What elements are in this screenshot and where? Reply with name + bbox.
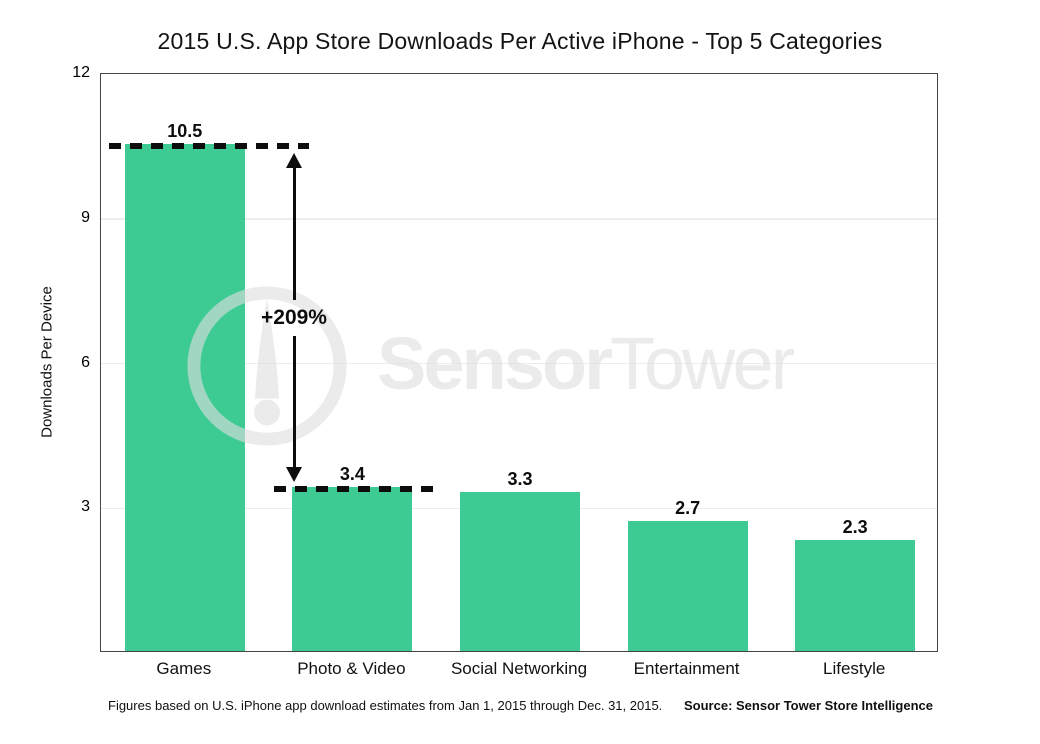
y-tick-12: 12: [72, 64, 90, 81]
arrow-down-head-icon: [286, 466, 302, 482]
x-axis-labels: Games Photo & Video Social Networking Enter…: [100, 659, 938, 683]
y-tick-6: 6: [81, 353, 90, 371]
value-label-10.5: 10.5: [167, 121, 203, 142]
x-tick-photo-video: Photo & Video: [297, 659, 406, 678]
gridline-9: [101, 218, 937, 220]
arrow-up-head-icon: [286, 153, 302, 169]
arrow-shaft-bottom: [292, 335, 296, 467]
value-label-2.7: 2.7: [675, 497, 701, 518]
footnote: Figures based on U.S. iPhone app downloa…: [108, 698, 663, 713]
value-label-2.3: 2.3: [842, 517, 868, 538]
bar-games: [124, 144, 245, 651]
value-label-3.3: 3.3: [507, 468, 533, 489]
x-tick-games: Games: [156, 659, 212, 678]
chart-title: 2015 U.S. App Store Downloads Per Active…: [157, 28, 883, 54]
dashed-line-photo-video-level: [274, 485, 434, 492]
bar-entertainment: [627, 520, 748, 651]
x-tick-lifestyle: Lifestyle: [823, 659, 886, 678]
value-label-3.4: 3.4: [339, 463, 365, 484]
plot-area: SensorTower +209% 10.5 3.4 3.3 2.7 2.3: [100, 73, 938, 652]
x-tick-entertainment: Entertainment: [633, 659, 740, 678]
y-tick-3: 3: [81, 498, 90, 516]
y-axis-ticks: 3 6 9 12: [0, 0, 90, 744]
arrow-shaft-top: [292, 168, 296, 300]
x-tick-social-networking: Social Networking: [450, 659, 588, 678]
bar-photo-video: [292, 486, 413, 651]
source-credit: Source: Sensor Tower Store Intelligence: [684, 698, 933, 713]
growth-percent-label: +209%: [261, 305, 327, 329]
dashed-line-games-level: [109, 143, 309, 150]
bar-lifestyle: [795, 540, 916, 651]
growth-arrow: +209%: [258, 153, 330, 482]
gridline-6: [101, 362, 937, 365]
y-tick-9: 9: [81, 208, 90, 226]
bar-social-networking: [460, 491, 580, 651]
